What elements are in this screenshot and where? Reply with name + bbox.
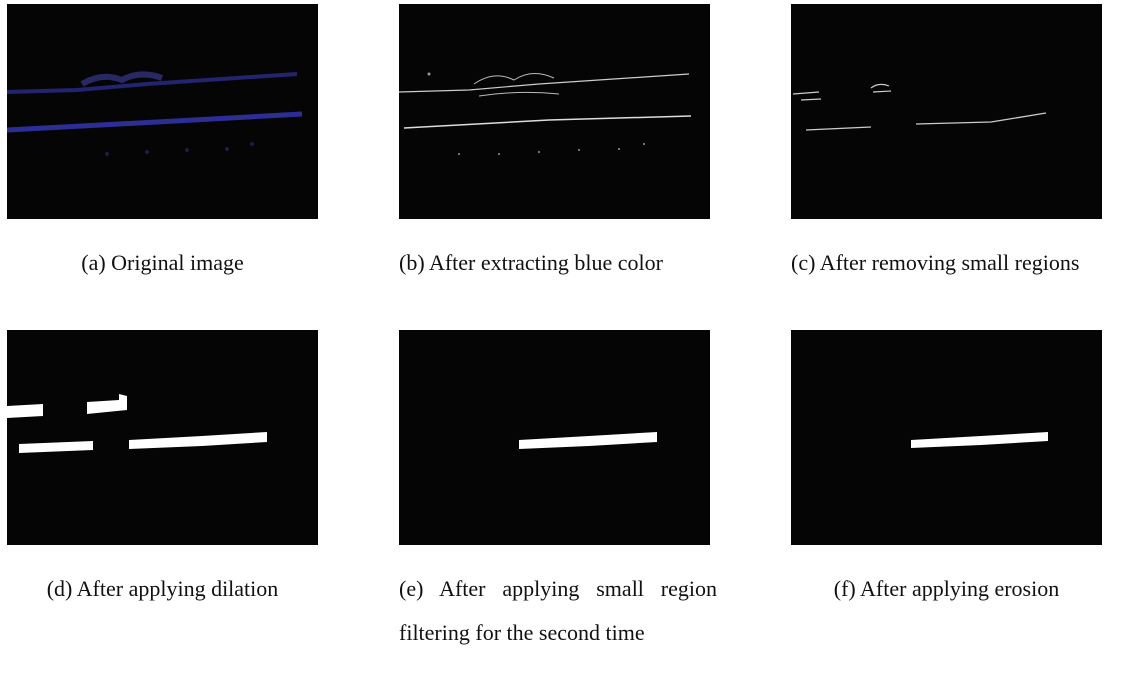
caption: (f) After applying erosion — [791, 567, 1102, 611]
caption-text: After applying erosion — [860, 576, 1060, 601]
caption-text: After applying small region filtering fo… — [399, 576, 717, 645]
caption-text: After applying dilation — [76, 576, 279, 601]
subfigure: (b) After extracting blue color — [399, 4, 717, 285]
caption: (b) After extracting blue color — [399, 241, 717, 285]
image — [791, 330, 1102, 545]
subfigure: (a) Original image — [7, 4, 325, 285]
image — [399, 330, 710, 545]
subfigure: (f) After applying erosion — [791, 330, 1109, 611]
caption-label: (d) — [46, 576, 73, 601]
caption: (c) After removing small regions — [791, 241, 1109, 285]
subfigure: (d) After applying dilation — [7, 330, 325, 611]
caption: (d) After applying dilation — [7, 567, 318, 611]
image — [791, 4, 1102, 219]
subfigure: (c) After removing small regions — [791, 4, 1109, 285]
caption-label: (f) — [833, 576, 856, 601]
caption: (a) Original image — [7, 241, 318, 285]
caption: (e) After applying small region filterin… — [399, 567, 717, 655]
image — [7, 4, 318, 219]
caption-text: After extracting blue color — [428, 250, 663, 275]
image — [399, 4, 710, 219]
caption-text: After removing small regions — [819, 250, 1080, 275]
caption-label: (b) — [399, 250, 425, 275]
caption-label: (c) — [791, 250, 816, 275]
image — [7, 330, 318, 545]
caption-label: (e) — [399, 576, 424, 601]
caption-text: Original image — [111, 250, 244, 275]
subfigure: (e) After applying small region filterin… — [399, 330, 717, 655]
caption-label: (a) — [81, 250, 106, 275]
